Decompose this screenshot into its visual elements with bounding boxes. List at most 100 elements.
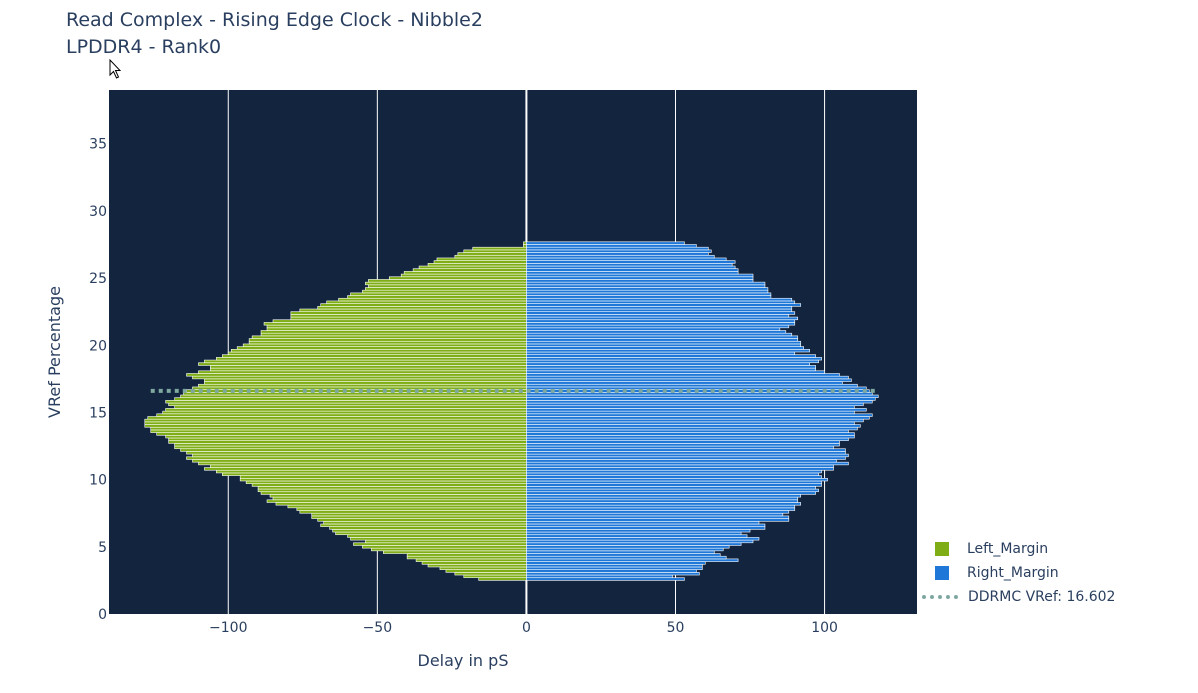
bar-right-margin bbox=[526, 300, 796, 304]
x-tick-label: 0 bbox=[522, 620, 531, 636]
legend-label-vref: DDRMC VRef: 16.602 bbox=[968, 589, 1116, 605]
bar-right-margin bbox=[526, 408, 867, 412]
bar-left-margin bbox=[204, 381, 527, 385]
bar-right-margin bbox=[526, 537, 760, 541]
y-tick-label: 10 bbox=[89, 473, 107, 489]
bar-right-margin bbox=[526, 260, 736, 264]
bar-left-margin bbox=[388, 276, 527, 280]
bar-right-margin bbox=[526, 268, 739, 272]
mouse-pointer-icon bbox=[109, 59, 122, 79]
bar-right-margin bbox=[526, 330, 787, 334]
bar-left-margin bbox=[365, 281, 527, 286]
legend-label-left-margin: Left_Margin bbox=[967, 541, 1049, 557]
bar-right-margin bbox=[526, 405, 855, 409]
legend-item-left-margin[interactable]: Left_Margin bbox=[922, 537, 1115, 561]
bar-right-margin bbox=[526, 418, 864, 423]
bar-left-margin bbox=[427, 263, 527, 267]
bar-left-margin bbox=[150, 429, 527, 433]
bar-left-margin bbox=[180, 448, 527, 452]
bar-left-margin bbox=[174, 397, 527, 401]
bar-left-margin bbox=[436, 257, 527, 261]
bar-right-margin bbox=[526, 367, 816, 372]
bar-right-margin bbox=[526, 335, 799, 339]
bar-right-margin bbox=[526, 297, 793, 302]
bar-right-margin bbox=[526, 461, 849, 466]
bar-right-margin bbox=[526, 435, 855, 439]
legend-swatch-vref-line bbox=[922, 595, 958, 599]
bar-left-margin bbox=[383, 550, 527, 554]
bar-right-margin bbox=[526, 534, 748, 538]
bar-left-margin bbox=[427, 563, 527, 568]
bar-right-margin bbox=[526, 507, 796, 511]
bar-right-margin bbox=[526, 416, 870, 420]
bar-left-margin bbox=[251, 335, 527, 339]
bar-left-margin bbox=[186, 451, 527, 455]
y-tick-label: 5 bbox=[98, 540, 107, 556]
bar-left-margin bbox=[216, 357, 527, 361]
bar-right-margin bbox=[526, 373, 840, 377]
y-tick-label: 25 bbox=[89, 271, 107, 287]
bar-right-margin bbox=[526, 314, 790, 318]
bar-left-margin bbox=[457, 252, 527, 256]
bar-left-margin bbox=[269, 494, 527, 498]
bar-right-margin bbox=[526, 542, 742, 546]
bar-right-margin bbox=[526, 306, 793, 310]
bar-left-margin bbox=[418, 265, 527, 269]
bar-left-margin bbox=[242, 343, 527, 347]
bar-left-margin bbox=[236, 346, 527, 350]
bar-left-margin bbox=[251, 483, 527, 487]
legend-item-vref[interactable]: DDRMC VRef: 16.602 bbox=[922, 585, 1115, 609]
bar-left-margin bbox=[433, 260, 527, 264]
bar-right-margin bbox=[526, 555, 727, 560]
bar-right-margin bbox=[526, 271, 739, 275]
bar-right-margin bbox=[526, 445, 834, 450]
bar-right-margin bbox=[526, 529, 751, 533]
y-tick-label: 15 bbox=[89, 405, 107, 421]
bar-left-margin bbox=[290, 311, 527, 315]
x-axis-title: Delay in pS bbox=[418, 651, 509, 670]
bar-right-margin bbox=[526, 362, 810, 366]
bar-right-margin bbox=[526, 257, 727, 261]
bar-left-margin bbox=[332, 529, 527, 533]
bar-right-margin bbox=[526, 467, 834, 471]
bar-left-margin bbox=[162, 410, 527, 415]
bar-right-margin bbox=[526, 572, 700, 576]
bar-right-margin bbox=[526, 566, 703, 570]
bar-left-margin bbox=[144, 424, 527, 428]
bar-left-margin bbox=[174, 445, 527, 450]
legend-item-right-margin[interactable]: Right_Margin bbox=[922, 561, 1115, 585]
bar-left-margin bbox=[406, 555, 527, 560]
bar-right-margin bbox=[526, 480, 822, 484]
bar-left-margin bbox=[210, 367, 527, 372]
bar-left-margin bbox=[472, 246, 527, 251]
bar-left-margin bbox=[296, 507, 527, 511]
bar-left-margin bbox=[266, 499, 527, 503]
bar-right-margin bbox=[526, 400, 873, 404]
bar-right-margin bbox=[526, 287, 769, 291]
bar-left-margin bbox=[478, 577, 527, 581]
bar-left-margin bbox=[320, 303, 527, 307]
bar-right-margin bbox=[526, 281, 766, 286]
bar-left-margin bbox=[210, 464, 527, 468]
bar-left-margin bbox=[421, 561, 527, 565]
bar-left-margin bbox=[144, 418, 527, 423]
bar-left-margin bbox=[317, 306, 527, 310]
bar-right-margin bbox=[526, 491, 816, 495]
bar-left-margin bbox=[239, 475, 527, 479]
bar-right-margin bbox=[526, 574, 673, 579]
bar-left-margin bbox=[454, 254, 527, 259]
legend-label-right-margin: Right_Margin bbox=[967, 565, 1059, 581]
bar-left-margin bbox=[183, 392, 527, 396]
bar-left-margin bbox=[204, 378, 527, 382]
bar-left-margin bbox=[144, 421, 527, 425]
bar-right-margin bbox=[526, 246, 709, 251]
legend[interactable]: Left_Margin Right_Margin DDRMC VRef: 16.… bbox=[922, 537, 1115, 609]
bar-left-margin bbox=[186, 456, 527, 460]
chart-title-line2: LPDDR4 - Rank0 bbox=[66, 36, 222, 58]
bar-left-margin bbox=[266, 324, 527, 329]
bar-left-margin bbox=[216, 469, 527, 474]
bar-left-margin bbox=[239, 477, 527, 482]
bar-left-margin bbox=[198, 370, 527, 374]
bar-right-margin bbox=[526, 354, 816, 358]
bar-right-margin bbox=[526, 322, 796, 326]
